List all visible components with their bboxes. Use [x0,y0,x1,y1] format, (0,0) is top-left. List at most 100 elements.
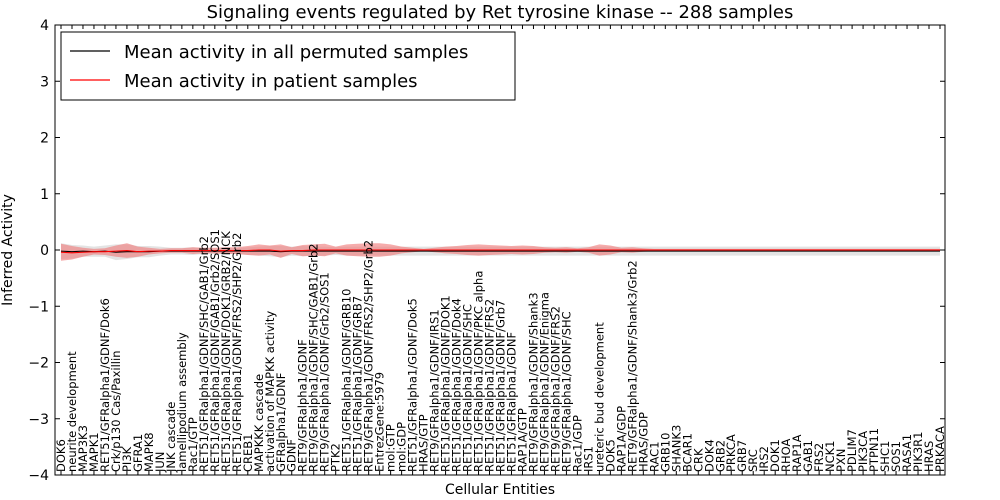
x-tick-label: RET9/GFRalpha1/GDNF/SHC/GAB1/Grb2 [307,243,321,472]
y-tick-label: 4 [40,18,49,34]
x-tick-label: RET9/GFRalpha1/GDNF/Enigma [537,292,551,472]
x-tick-label: RET9/GFRalpha1/GDNF/Shank3 [526,292,540,472]
legend-entry-patient: Mean activity in patient samples [124,71,418,92]
y-tick-label: −2 [28,356,49,372]
chart-title: Signaling events regulated by Ret tyrosi… [207,2,794,23]
x-tick-label: SRC [746,449,760,472]
y-tick-label: 3 [40,74,49,90]
x-tick-label: RET51/GFRalpha1/GDNF/Grb7 [494,300,508,472]
x-tick-label: PDLIM7 [845,429,859,472]
x-tick-label: RET9/GFRalpha1/GDNF/FRS2 [548,306,562,472]
x-tick-label: RET51/GFRalpha1/GDNF/SHC [461,304,475,472]
x-tick-label: mol:GTP [384,424,398,472]
y-tick-label: −4 [28,468,49,484]
x-tick-label: HRAS/GTP [417,414,431,472]
x-tick-label: RET51/GFRalpha1/GDNF/SHC/GAB1/Grb2 [197,236,211,472]
x-tick-label: DOK1 [768,439,782,472]
y-axis-label: Inferred Activity [0,194,16,306]
x-tick-label: RHOA [779,439,793,472]
confidence-bands [61,243,940,261]
x-tick-label: CREB1 [241,434,255,473]
x-tick-label: RET51/GFRalpha1/GDNF/PKC alpha [472,271,486,472]
y-tick-label: −1 [28,299,49,315]
x-tick-label: IRS1 [581,446,595,472]
x-tick-label: RET51/GFRalpha1/GDNF/DOK1 [439,295,453,472]
x-tick-label: activation of MAPKK activity [263,311,277,472]
x-tick-label: DOK6 [54,439,68,472]
x-tick-label: PIK3CA [856,431,870,472]
x-tick-label: RET51/GFRalpha1/GDNF/GAB1/Grb2/SOS1 [208,229,222,472]
x-tick-label: MAPK1 [87,432,101,472]
x-tick-label: PIK3R1 [911,431,925,472]
x-tick-label: RET51/GFRalpha1/GDNF/DOK1/GRB2/NCK [219,231,233,472]
x-tick-label: SHANK3 [669,425,683,472]
legend-box [60,31,516,101]
x-tick-label: RASA1 [900,434,914,472]
x-tick-label: GRB10 [658,433,672,472]
legend: Mean activity in all permuted samples Me… [60,31,516,101]
x-tick-label: PRKCA [724,434,738,472]
x-tick-label: RAP1A/GTP [515,408,529,472]
series-line-patient [60,249,940,254]
x-tick-label: GFRA1 [131,434,145,472]
x-tick-label: Rac1/GDP [570,415,584,472]
x-tick-label: RAP1A/GDP [614,406,628,472]
x-tick-label: GAB1 [801,440,815,472]
legend-entry-permuted: Mean activity in all permuted samples [124,42,468,63]
x-tick-label: RET9/GFRalpha1/GDNF/FRS2/SHP2/Grb2 [362,240,376,472]
y-axis-ticks: 4 3 2 1 0 −1 −2 −3 −4 [28,18,945,484]
x-tick-label: mol:GDP [395,422,409,472]
x-tick-label: DOK5 [603,439,617,472]
x-tick-label: RET51/GFRalpha1/GDNF/FRS2/SHP2/Grb2 [230,233,244,472]
x-tick-label: GFRalpha1/GDNF [274,373,288,472]
x-tick-label: PXN [834,449,848,472]
x-tick-label: Rac1/GTP [186,417,200,472]
x-tick-label: RET9/GFRalpha1/GDNF/IRS1 [428,309,442,472]
x-tick-label: RET9/GFRalpha1/GDNF/Grb2/SOS1 [318,272,332,472]
x-tick-label: RET51/GFRalpha1/GDNF/Dok4 [450,298,464,472]
series-line-permuted [60,250,940,253]
x-tick-label: JUN [153,452,167,473]
x-tick-label: NCK1 [823,441,837,473]
band-patient [61,243,940,261]
x-tick-label: PRKACA [933,426,947,472]
x-tick-label: ureteric bud development [592,322,606,472]
y-tick-label: 1 [40,187,49,203]
x-tick-label: DOK4 [702,439,716,472]
x-tick-label: PI3K [120,446,134,472]
x-tick-label: RET51/GFRalpha1/GDNF/Dok5 [406,298,420,472]
x-tick-label: SOS1 [889,441,903,472]
x-tick-label: MAPKKK cascade [252,374,266,472]
y-tick-label: −3 [28,412,49,428]
x-tick-label: RET51/GFRalpha1/GDNF/Dok6 [98,298,112,472]
x-tick-label: GDNF [285,439,299,472]
x-tick-label: JNK cascade [164,402,178,473]
x-tick-label: PTK2 [329,443,343,472]
x-tick-label: Crk/p130 Cas/Paxillin [109,351,123,472]
x-tick-label: RET51/GFRalpha1/GDNF/GRB10 [340,289,354,472]
x-tick-label: HRAS/GDP [636,412,650,472]
y-tick-label: 0 [40,243,49,259]
x-tick-label: FRS2 [812,443,826,472]
x-axis-ticks [60,25,941,475]
x-tick-label: lamellipodium assembly [175,332,189,472]
x-tick-label: SHC1 [878,441,892,472]
x-tick-label: RET51/GFRalpha1/GDNF/FRS2 [483,299,497,472]
x-tick-label: GRB2 [713,440,727,472]
x-tick-label: CRK [691,448,705,472]
x-tick-label: BCAR1 [680,433,694,472]
x-tick-label: PTPN11 [867,428,881,472]
x-tick-label: RET51/GFRalpha1/GDNF/GRB7 [351,296,365,472]
x-tick-label: IRS2 [757,446,771,472]
x-tick-label: RET9/GFRalpha1/GDNF [296,339,310,472]
x-tick-label: HRAS [922,441,936,472]
x-tick-label: RET9/GFRalpha1/GDNF/SHC [559,311,573,472]
x-tick-label: neurite development [65,351,79,472]
x-axis-label: Cellular Entities [445,482,555,498]
y-tick-label: 2 [40,131,49,147]
x-tick-label: MAPK8 [142,432,156,472]
x-tick-label: RET9/GFRalpha1/GDNF/Shank3/Grb2 [625,260,639,472]
x-tick-label: RAP1A [790,434,804,472]
